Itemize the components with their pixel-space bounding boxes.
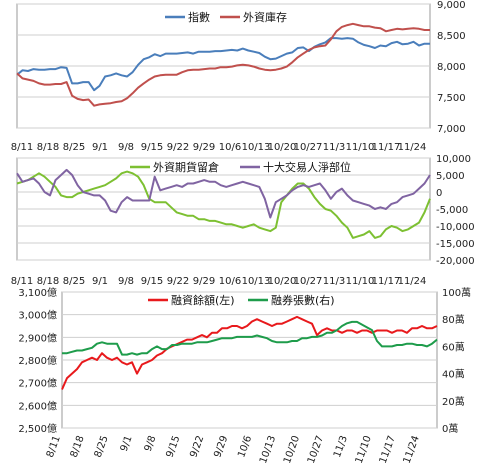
chart-1-x-tick-label: 8/11 [11, 142, 33, 153]
chart-3-series-line-2 [62, 320, 438, 356]
chart-1-series-line-2 [16, 22, 430, 107]
chart-3-x-tick-label: 9/1 [119, 434, 135, 453]
chart-2-x-tick-label: 8/11 [11, 276, 33, 287]
chart-1-x-tick-label: 9/29 [193, 142, 215, 153]
chart-2-y-tick-label: 0 [436, 188, 442, 199]
chart-1-y-tick-label: 7,500 [437, 93, 466, 104]
chart-3-x-tick-label: 9/15 [164, 434, 182, 459]
chart-2-x-tick-label: 11/10 [346, 276, 375, 287]
chart-3-x-tick-label: 10/27 [306, 434, 326, 465]
chart-3-y-right-tick-label: 0萬 [442, 422, 458, 435]
chart-1-x-tick-label: 11/17 [372, 142, 401, 153]
chart-1-legend-label: 指數 [188, 10, 210, 24]
chart-3-x-tick-label: 9/8 [143, 434, 159, 453]
chart-3-y-left-tick-label: 2,500億 [18, 422, 57, 435]
chart-1-legend-label: 外資庫存 [243, 10, 287, 24]
chart-3-x-tick-label: 11/24 [402, 434, 422, 465]
chart-3-x-tick-label: 8/11 [45, 434, 63, 459]
chart-3-y-left-tick-label: 2,800億 [18, 354, 57, 367]
chart-3-y-left-tick-label: 2,600億 [18, 399, 57, 412]
chart-2-x-tick-label: 9/1 [92, 276, 108, 287]
chart-2-x-tick-label: 9/29 [193, 276, 215, 287]
chart-2-y-tick-label: -10,000 [436, 222, 475, 233]
chart-2-series-line-1 [16, 170, 431, 239]
chart-2-x-tick-label: 11/3 [323, 276, 345, 287]
chart-2-legend-label: 外資期貨留倉 [153, 160, 219, 174]
chart-1-x-tick-label: 11/24 [398, 142, 427, 153]
chart-1-x-tick-label: 11/3 [323, 142, 345, 153]
chart-1-x-tick-label: 9/22 [167, 142, 189, 153]
chart-2-x-tick-label: 8/25 [63, 276, 85, 287]
chart-3-series-line-1 [61, 315, 438, 390]
chart-2-y-tick-label: 5,000 [436, 171, 465, 182]
chart-2-x-tick-label: 9/8 [118, 276, 134, 287]
chart-3-y-right-tick-label: 100萬 [442, 286, 471, 299]
chart-2-x-tick-label: 8/18 [37, 276, 59, 287]
chart-2-x-tick-label: 9/22 [167, 276, 189, 287]
chart-2-legend-label: 十大交易人淨部位 [263, 160, 351, 174]
chart-1-y-tick-label: 8,500 [437, 31, 466, 42]
chart-1-y-tick-label: 8,000 [437, 62, 466, 73]
chart-2-y-tick-label: -15,000 [436, 239, 475, 250]
chart-2-x-tick-label: 10/13 [242, 276, 271, 287]
chart-3-y-left-tick-label: 2,700億 [18, 377, 57, 390]
chart-3-y-right-tick-label: 80萬 [442, 313, 465, 326]
chart-2-futures-open-interest: 10,000 5,000 0 -5,000 -10,000 -15,000 -20,000 8… [11, 154, 475, 287]
chart-3-legend-label: 融資餘額(左) [171, 293, 235, 307]
chart-2-x-tick-label: 10/27 [294, 276, 323, 287]
chart-1-x-tick-label: 9/15 [141, 142, 163, 153]
chart-3-x-tick-label: 10/6 [236, 434, 254, 459]
chart-3-margin-financing: 2,500億 2,600億 2,700億 2,800億 2,900億 3,000億 3,10… [18, 286, 471, 465]
chart-1-y-tick-label: 7,000 [437, 124, 466, 135]
chart-1-x-tick-label: 10/27 [294, 142, 323, 153]
chart-2-x-tick-label: 10/6 [219, 276, 241, 287]
chart-3-x-tick-label: 11/10 [354, 434, 374, 465]
chart-3-legend-label: 融券張數(右) [271, 293, 335, 307]
chart-3-y-left-tick-label: 3,000億 [18, 309, 57, 322]
chart-2-y-tick-label: 10,000 [436, 154, 471, 165]
chart-3-x-tick-label: 9/22 [188, 434, 206, 459]
chart-2-x-tick-label: 11/24 [398, 276, 427, 287]
chart-3-y-right-tick-label: 60萬 [442, 340, 465, 353]
chart-1-x-tick-label: 11/10 [346, 142, 375, 153]
chart-3-y-left-tick-label: 2,900億 [18, 331, 57, 344]
chart-1-index-vs-foreign-holdings: 7,000 7,500 8,000 8,500 9,000 8/11 8/18 8/25 9/1… [11, 0, 466, 153]
chart-3-x-tick-label: 8/18 [69, 434, 87, 459]
chart-1-x-tick-label: 9/1 [92, 142, 108, 153]
chart-2-x-tick-label: 11/17 [372, 276, 401, 287]
chart-3-x-tick-label: 10/13 [258, 434, 278, 465]
chart-1-x-tick-label: 9/8 [118, 142, 134, 153]
chart-1-x-tick-label: 10/20 [268, 142, 297, 153]
chart-3-x-tick-label: 9/29 [212, 434, 230, 459]
chart-2-y-tick-label: -5,000 [436, 205, 468, 216]
chart-3-y-left-tick-label: 3,100億 [18, 286, 57, 299]
chart-1-x-tick-label: 8/18 [37, 142, 59, 153]
chart-3-x-tick-label: 8/25 [93, 434, 111, 459]
chart-3-y-right-tick-label: 40萬 [442, 368, 465, 381]
chart-1-x-tick-label: 10/13 [242, 142, 271, 153]
chart-1-x-tick-label: 10/6 [219, 142, 241, 153]
chart-2-y-tick-label: -20,000 [436, 256, 475, 267]
chart-2-x-tick-label: 9/15 [141, 276, 163, 287]
chart-3-x-tick-label: 11/17 [378, 434, 398, 465]
chart-1-y-tick-label: 9,000 [437, 0, 466, 11]
chart-1-series-line-1 [16, 37, 430, 92]
chart-3-x-tick-label: 10/20 [282, 434, 302, 465]
chart-2-series-line-2 [16, 168, 431, 219]
chart-2-x-tick-label: 10/20 [268, 276, 297, 287]
chart-1-x-tick-label: 8/25 [63, 142, 85, 153]
chart-3-x-tick-label: 11/3 [332, 434, 350, 459]
chart-3-y-right-tick-label: 20萬 [442, 395, 465, 408]
